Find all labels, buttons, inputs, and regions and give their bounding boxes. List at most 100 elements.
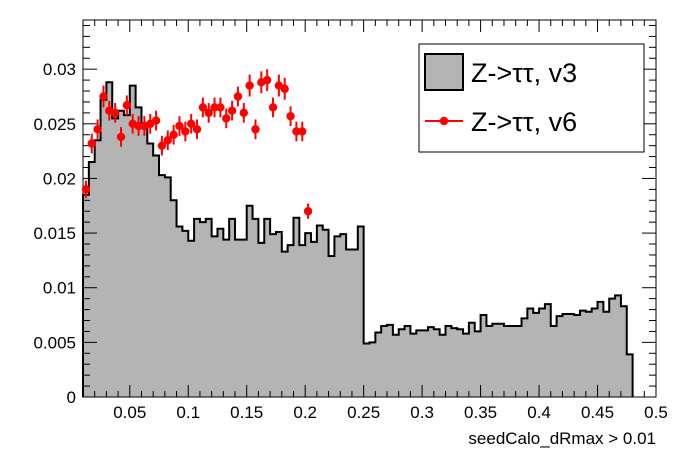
data-point xyxy=(216,103,225,112)
histogram-bar xyxy=(410,333,417,397)
y-tick-label: 0.03 xyxy=(43,60,76,79)
data-point xyxy=(251,125,260,134)
histogram-bar xyxy=(620,306,628,397)
histogram-bar xyxy=(182,230,189,397)
comparison-points xyxy=(81,69,313,219)
histogram-bar xyxy=(498,323,505,397)
histogram-bar xyxy=(398,329,405,397)
histogram-bar xyxy=(176,226,183,397)
y-tick-label: 0.01 xyxy=(43,279,76,298)
histogram-bar xyxy=(170,200,177,397)
data-point xyxy=(245,81,254,90)
histogram-bar xyxy=(486,325,493,397)
histogram-bar xyxy=(574,315,581,397)
data-point xyxy=(222,114,231,123)
histogram-bar xyxy=(603,311,610,397)
histogram-bar xyxy=(416,330,423,397)
histogram-bar xyxy=(164,177,172,397)
axes: 0.05 0.1 0.15 0.2 0.25 0.3 0.35 0.4 0.45 0.5 0 0.00… xyxy=(33,19,668,422)
histogram-bar xyxy=(556,316,563,397)
histogram-bar xyxy=(392,334,400,397)
x-tick-label: 0.15 xyxy=(230,403,263,422)
data-point xyxy=(303,207,313,216)
histogram-bar xyxy=(404,325,411,397)
histogram-bar xyxy=(83,194,90,397)
histogram-bar xyxy=(305,233,312,397)
histogram-bar xyxy=(381,325,388,397)
data-point xyxy=(116,132,126,142)
histogram-bar xyxy=(375,332,382,397)
x-tick-label: 0.45 xyxy=(581,403,614,422)
histogram-bar xyxy=(281,251,289,397)
y-tick-label: 0.02 xyxy=(43,169,76,188)
histogram-bar xyxy=(311,241,318,397)
legend-marker-v6 xyxy=(439,116,449,126)
histogram-bar xyxy=(252,218,259,397)
histogram-bar xyxy=(615,295,622,397)
data-point xyxy=(134,121,143,131)
data-point xyxy=(298,127,307,136)
histogram-bar xyxy=(159,175,166,397)
histogram-bar xyxy=(275,231,283,397)
histogram-bar xyxy=(322,229,329,397)
histogram-bar xyxy=(527,308,534,397)
data-point xyxy=(81,185,91,194)
histogram-bar xyxy=(194,218,201,397)
x-tick-label: 0.3 xyxy=(410,403,434,422)
data-point xyxy=(110,108,120,118)
data-point xyxy=(198,103,208,112)
y-tick-label: 0.005 xyxy=(33,333,76,352)
histogram-bar xyxy=(334,236,341,397)
data-point xyxy=(204,108,213,118)
data-point xyxy=(181,127,190,136)
x-tick-label: 0.25 xyxy=(347,403,380,422)
histogram-bar xyxy=(427,327,435,397)
histogram-bar xyxy=(141,123,148,398)
histogram-bar xyxy=(123,115,131,397)
y-tick-label: 0 xyxy=(67,388,76,407)
histogram-bar xyxy=(463,333,470,397)
histogram-bar xyxy=(346,249,353,397)
histogram-bar xyxy=(112,118,119,397)
data-point xyxy=(262,75,272,85)
reference-histogram xyxy=(82,81,634,398)
histogram-bar xyxy=(492,323,499,397)
histogram-bar xyxy=(328,256,335,397)
histogram-bar xyxy=(544,304,552,397)
data-point xyxy=(210,103,219,112)
histogram-bar xyxy=(240,239,248,397)
data-point xyxy=(286,111,295,121)
histogram-bar xyxy=(299,245,306,397)
histogram-bar xyxy=(340,234,347,397)
histogram-bar xyxy=(387,324,394,397)
histogram-bar xyxy=(515,325,522,397)
data-point xyxy=(280,84,289,94)
legend: Z->ττ, v3 Z->ττ, v6 xyxy=(418,43,645,153)
histogram-bar xyxy=(258,242,265,397)
histogram-bar xyxy=(562,313,569,397)
histogram-bar xyxy=(229,218,236,397)
data-point xyxy=(186,119,196,129)
histogram-bar xyxy=(539,308,546,397)
histogram-outline xyxy=(82,81,634,397)
histogram-bar xyxy=(509,325,517,397)
histogram-bar xyxy=(211,236,218,397)
histogram-bar xyxy=(118,110,125,397)
x-tick-label: 0.1 xyxy=(176,403,200,422)
histogram-bar xyxy=(316,225,324,397)
data-point xyxy=(151,116,161,125)
data-point xyxy=(99,92,108,101)
histogram-bar xyxy=(106,82,113,397)
legend-label-v3: Z->ττ, v3 xyxy=(471,58,577,88)
histogram-bar xyxy=(100,99,107,398)
histogram-bar xyxy=(521,318,528,397)
plot-frame xyxy=(82,19,657,398)
histogram-bar xyxy=(503,325,511,397)
histogram-bar xyxy=(94,140,101,398)
histogram-bar xyxy=(223,239,230,397)
histogram-bar xyxy=(264,218,271,397)
histogram-bar xyxy=(533,312,540,397)
x-axis-title: seedCalo_dRmax > 0.01 xyxy=(468,429,656,448)
histogram-bar xyxy=(88,162,96,397)
